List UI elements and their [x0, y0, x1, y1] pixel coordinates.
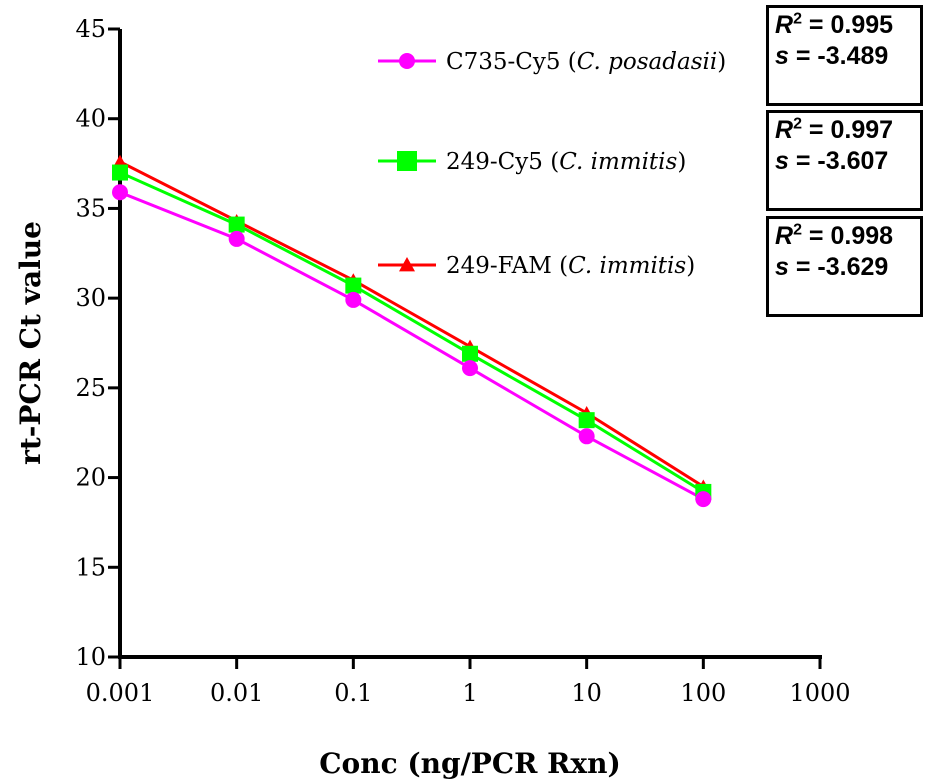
- data-point-square: [228, 216, 245, 233]
- slope-value: s = -3.489: [775, 42, 889, 70]
- data-point-triangle: [113, 154, 127, 168]
- y-axis-title: rt-PCR Ct value: [14, 221, 47, 465]
- x-axis-title: Conc (ng/PCR Rxn): [319, 747, 620, 780]
- y-tick-label: 40: [75, 105, 106, 133]
- stats-box: R2 = 0.998 s = -3.629: [766, 216, 923, 317]
- x-tick-label: 0.1: [334, 679, 372, 707]
- x-tick-label: 0.01: [210, 679, 263, 707]
- legend-marker-circle: [399, 53, 415, 69]
- y-tick-label: 30: [75, 284, 106, 312]
- x-tick-label: 0.001: [86, 679, 155, 707]
- legend-label: 249-Cy5 (C. immitis): [446, 149, 686, 175]
- r-squared-value: R2 = 0.997: [775, 115, 894, 144]
- x-tick-label: 1: [462, 679, 477, 707]
- series-line-square: [119, 171, 705, 494]
- x-tick-label: 1000: [789, 679, 850, 707]
- data-point-circle: [228, 230, 245, 247]
- y-tick-label: 25: [75, 374, 106, 402]
- stats-box: R2 = 0.997 s = -3.607: [766, 110, 923, 211]
- x-tick-label: 10: [571, 679, 602, 707]
- data-point-square: [345, 277, 362, 294]
- r-squared-value: R2 = 0.995: [775, 10, 894, 39]
- data-point-circle: [345, 291, 362, 308]
- legend-label: 249-FAM (C. immitis): [446, 253, 695, 279]
- data-point-square: [462, 345, 478, 362]
- series-line-triangle: [119, 160, 705, 488]
- y-tick-label: 15: [75, 553, 106, 581]
- data-point-square: [578, 412, 595, 429]
- legend-marker-triangle: [399, 257, 415, 272]
- y-tick-label: 35: [75, 194, 106, 222]
- data-point-square: [112, 164, 128, 181]
- legend: C735-Cy5 (C. posadasii) 249-Cy5 (C. immit…: [378, 49, 726, 279]
- legend-marker-square: [397, 151, 417, 171]
- data-point-circle: [462, 360, 478, 377]
- y-tick-label: 20: [75, 464, 106, 492]
- slope-value: s = -3.607: [775, 147, 889, 175]
- slope-value: s = -3.629: [775, 253, 889, 281]
- y-tick-label: 10: [75, 643, 106, 671]
- stats-box: R2 = 0.995 s = -3.489: [766, 5, 923, 106]
- data-point-circle: [112, 184, 128, 201]
- r-squared-value: R2 = 0.998: [775, 221, 894, 250]
- data-point-circle: [578, 428, 595, 445]
- legend-label: C735-Cy5 (C. posadasii): [446, 49, 726, 75]
- x-tick-label: 100: [680, 679, 726, 707]
- y-tick-label: 45: [75, 15, 106, 43]
- series-line-circle: [119, 190, 705, 501]
- data-point-circle: [695, 491, 712, 508]
